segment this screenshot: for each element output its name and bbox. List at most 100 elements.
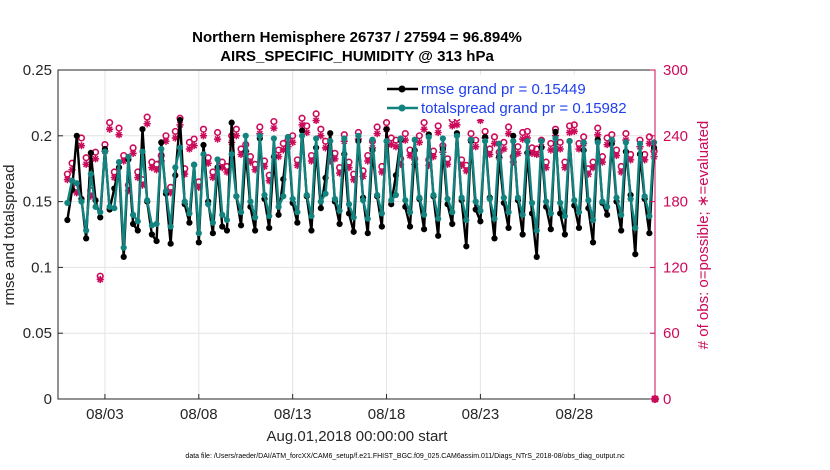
totalspread-point: [64, 199, 71, 207]
rmse-point: [406, 223, 414, 230]
rmse-point: [209, 230, 216, 237]
totalspread-point: [552, 135, 559, 142]
obs-evaluated-point: [148, 164, 156, 172]
obs-evaluated-point: [120, 157, 128, 165]
rmse-point: [73, 132, 80, 139]
totalspread-point: [519, 211, 526, 218]
obs-evaluated-point: [575, 145, 583, 153]
obs-possible-point: [401, 130, 409, 138]
totalspread-point: [158, 145, 165, 153]
obs-evaluated-point: [129, 149, 137, 157]
x-tick-label: 08/18: [368, 406, 406, 423]
obs-evaluated-point: [73, 189, 81, 197]
obs-evaluated-point: [406, 151, 414, 160]
rmse-point: [294, 219, 301, 226]
rmse-point: [134, 227, 141, 234]
totalspread-point: [313, 135, 320, 142]
rmse-point: [158, 139, 165, 146]
obs-evaluated-point: [359, 172, 367, 180]
y-axis-right: 0 60 120 180 240 300: [650, 62, 688, 408]
totalspread-point: [115, 159, 123, 166]
obs-possible-point: [645, 133, 653, 141]
totalspread-point: [153, 220, 160, 228]
obs-evaluated-point: [594, 131, 602, 139]
totalspread-point: [486, 195, 493, 203]
totalspread-point: [369, 136, 376, 143]
totalspread-point: [331, 195, 339, 203]
rmse-point: [435, 232, 442, 239]
totalspread-point: [308, 212, 315, 220]
obs-possible-point: [317, 125, 325, 133]
totalspread-point: [275, 203, 282, 210]
totalspread-point: [491, 215, 498, 222]
obs-evaluated-point: [603, 140, 611, 149]
obs-evaluated-point: [213, 135, 222, 143]
totalspread-point: [317, 198, 324, 205]
totalspread-point: [543, 198, 550, 205]
y-right-tick-label: 120: [663, 259, 688, 276]
obs-evaluated-point: [476, 116, 485, 125]
totalspread-point: [78, 198, 85, 205]
obs-evaluated-point: [106, 125, 114, 133]
totalspread-point: [411, 136, 418, 143]
totalspread-point: [608, 136, 615, 143]
obs-evaluated-point: [373, 130, 381, 138]
series-layer: [64, 116, 658, 260]
obs-evaluated-point: [87, 192, 95, 200]
rmse-point: [195, 239, 202, 246]
obs-evaluated-point: [434, 128, 442, 137]
totalspread-point: [237, 209, 245, 216]
rmse-point: [491, 235, 498, 242]
rmse-point: [420, 226, 428, 233]
totalspread-point: [223, 216, 231, 224]
obs-evaluated-point: [556, 145, 564, 153]
obs-evaluated-point: [533, 150, 541, 159]
x-tick-label: 08/03: [86, 406, 124, 423]
rmse-point: [632, 251, 639, 258]
y-tick-label: 0.05: [23, 325, 52, 342]
obs-evaluated-point: [500, 145, 508, 153]
legend-totalspread-label: totalspread grand pr = 0.15982: [421, 100, 627, 117]
totalspread-point: [233, 193, 240, 200]
obs-evaluated-point: [171, 134, 179, 142]
totalspread-point: [205, 201, 212, 208]
rmse-point: [557, 210, 564, 217]
totalspread-point: [374, 191, 381, 199]
obs-possible-point: [143, 113, 151, 121]
obs-possible-point: [504, 123, 513, 131]
obs-evaluated-point: [612, 151, 621, 160]
y-axis-right-label: # of obs: o=possible; ∗=evaluated: [695, 121, 712, 350]
rmse-point: [383, 126, 390, 133]
chart-title: Northern Hemisphere 26737 / 27594 = 96.8…: [192, 29, 522, 46]
totalspread-point: [120, 244, 127, 251]
rmse-point: [153, 237, 160, 245]
rmse-point: [327, 130, 334, 137]
rmse-point: [575, 224, 583, 232]
totalspread-point: [613, 194, 620, 201]
totalspread-point: [646, 212, 653, 220]
obs-evaluated-point: [293, 161, 301, 170]
rmse-point: [176, 116, 184, 124]
totalspread-point: [162, 187, 170, 195]
x-axis: 08/03 08/08 08/13 08/18 08/23 08/28: [86, 394, 593, 423]
obs-evaluated-point: [321, 144, 330, 152]
y-axis-left: 0 0.05 0.1 0.15 0.2 0.25: [23, 62, 63, 408]
obs-evaluated-point: [185, 145, 194, 153]
rmse-point: [646, 230, 653, 237]
totalspread-point: [557, 199, 564, 207]
x-tick-label: 08/23: [462, 406, 500, 423]
totalspread-point: [402, 197, 409, 204]
obs-possible-point: [622, 130, 630, 138]
obs-evaluated-point: [162, 137, 170, 145]
totalspread-point: [289, 195, 296, 203]
totalspread-point: [129, 211, 137, 218]
rmse-point: [139, 126, 146, 133]
totalspread-point: [92, 203, 99, 210]
obs-evaluated-point: [462, 167, 470, 175]
obs-evaluated-point: [279, 146, 287, 154]
totalspread-point: [111, 205, 118, 212]
totalspread-point: [355, 132, 362, 139]
obs-evaluated-point: [289, 138, 297, 146]
totalspread-point: [134, 218, 141, 225]
rmse-point: [477, 218, 484, 225]
